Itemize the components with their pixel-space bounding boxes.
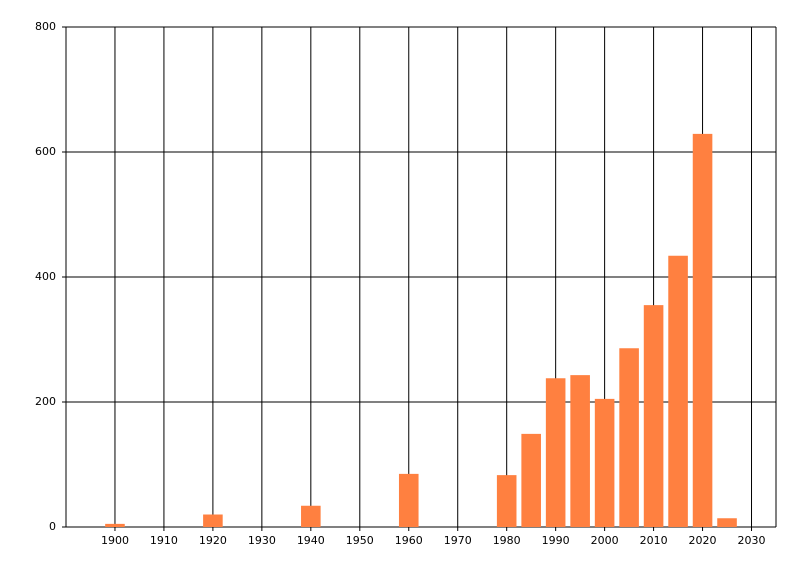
x-tick-label: 1980 [493, 534, 521, 547]
bar [619, 348, 639, 527]
x-tick-label: 1920 [199, 534, 227, 547]
x-tick-label: 1930 [248, 534, 276, 547]
bar [717, 518, 737, 527]
bar [643, 305, 664, 527]
bar [570, 375, 590, 527]
x-tick-label: 2010 [640, 534, 668, 547]
x-tick-label: 1900 [101, 534, 129, 547]
bar [105, 523, 125, 527]
bar [521, 433, 541, 527]
bar [545, 378, 566, 527]
bar [301, 505, 321, 527]
bar [496, 475, 517, 527]
x-tick-label: 2020 [689, 534, 717, 547]
x-tick-label: 1970 [444, 534, 472, 547]
x-tick-label: 1940 [297, 534, 325, 547]
bar [594, 398, 615, 527]
x-tick-label: 2030 [738, 534, 766, 547]
x-tick-label: 1910 [150, 534, 178, 547]
x-tick-label: 1990 [542, 534, 570, 547]
bar [203, 514, 223, 527]
y-tick-label: 800 [35, 20, 56, 33]
bar [692, 133, 713, 527]
x-tick-label: 1960 [395, 534, 423, 547]
x-tick-label: 1950 [346, 534, 374, 547]
x-tick-label: 2000 [591, 534, 619, 547]
y-tick-label: 200 [35, 395, 56, 408]
y-tick-label: 400 [35, 270, 56, 283]
y-tick-label: 0 [49, 520, 56, 533]
bar [668, 255, 688, 527]
bar [398, 473, 419, 527]
y-tick-label: 600 [35, 145, 56, 158]
